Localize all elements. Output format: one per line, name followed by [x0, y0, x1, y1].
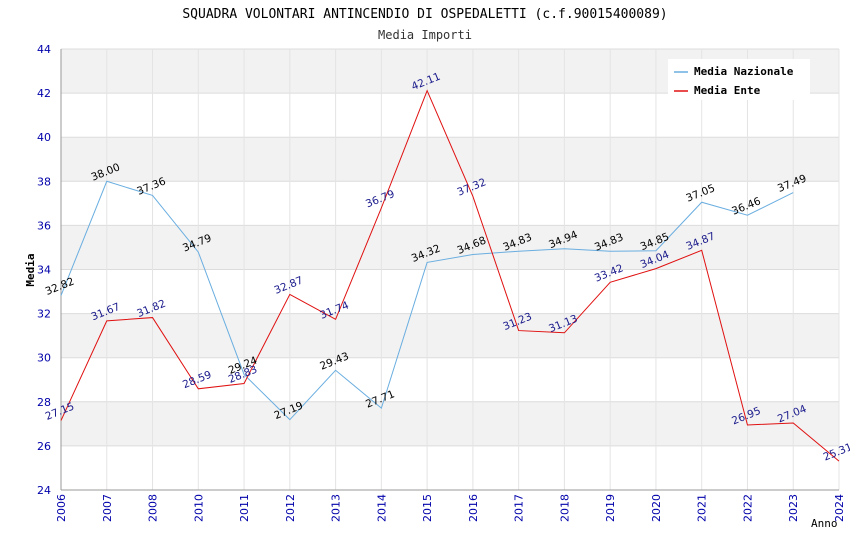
x-tick-label: 2011: [238, 494, 251, 522]
x-tick-label: 2021: [696, 494, 709, 522]
grid-band: [61, 357, 839, 402]
x-tick-label: 2016: [467, 494, 480, 522]
legend-entry-media-ente: Media Ente: [694, 84, 761, 97]
y-tick-label: 34: [37, 264, 51, 277]
x-tick-label: 2013: [330, 494, 343, 522]
x-axis-label: Anno: [811, 517, 838, 530]
x-tick-label: 2012: [284, 494, 297, 522]
x-tick-label: 2019: [604, 494, 617, 522]
grid-band: [61, 445, 839, 490]
grid-band: [61, 93, 839, 138]
legend-box: [668, 59, 810, 100]
axes: [60, 49, 839, 491]
legend-entry-media-nazionale: Media Nazionale: [694, 65, 794, 78]
grid-band: [61, 225, 839, 270]
series-line-0: [60, 180, 794, 421]
grid-bands: [61, 49, 839, 490]
legend: Media Nazionale Media Ente: [668, 59, 810, 100]
y-tick-label: 26: [37, 440, 51, 453]
y-tick-label: 28: [37, 396, 51, 409]
y-tick-label: 24: [37, 484, 51, 497]
x-tick-label: 2020: [650, 494, 663, 522]
y-tick-label: 36: [37, 219, 51, 232]
x-tick-label: 2010: [192, 494, 205, 522]
y-tick-label: 30: [37, 352, 51, 365]
x-tick-label: 2015: [421, 494, 434, 522]
grid-band: [61, 181, 839, 226]
y-tick-labels: 24 26 28 30 32 34 36 38 40 42 44: [37, 43, 51, 497]
grid-band: [61, 269, 839, 314]
chart-title: SQUADRA VOLONTARI ANTINCENDIO DI OSPEDAL…: [182, 7, 667, 22]
y-tick-label: 32: [37, 308, 51, 321]
series-line-1: [60, 89, 840, 462]
series-lines: [60, 89, 840, 462]
x-tick-labels: 2006 2007 2008 2010 2011 2012 2013 2014 2015 2016…: [55, 494, 846, 522]
x-tick-label: 2008: [147, 494, 160, 522]
x-tick-label: 2023: [787, 494, 800, 522]
x-tick-label: 2018: [558, 494, 571, 522]
y-tick-label: 40: [37, 131, 51, 144]
chart-subtitle: Media Importi: [378, 28, 472, 42]
x-tick-label: 2006: [55, 494, 68, 522]
y-tick-label: 42: [37, 87, 51, 100]
x-tick-label: 2007: [101, 494, 114, 522]
grid-band: [61, 401, 839, 446]
y-tick-label: 38: [37, 175, 51, 188]
grid-band: [61, 313, 839, 358]
x-tick-label: 2017: [513, 494, 526, 522]
x-tick-label: 2014: [375, 494, 388, 522]
x-tick-label: 2022: [741, 494, 754, 522]
x-tick-label: 2024: [833, 494, 846, 522]
y-axis-label: Media: [24, 253, 37, 286]
y-tick-label: 44: [37, 43, 51, 56]
